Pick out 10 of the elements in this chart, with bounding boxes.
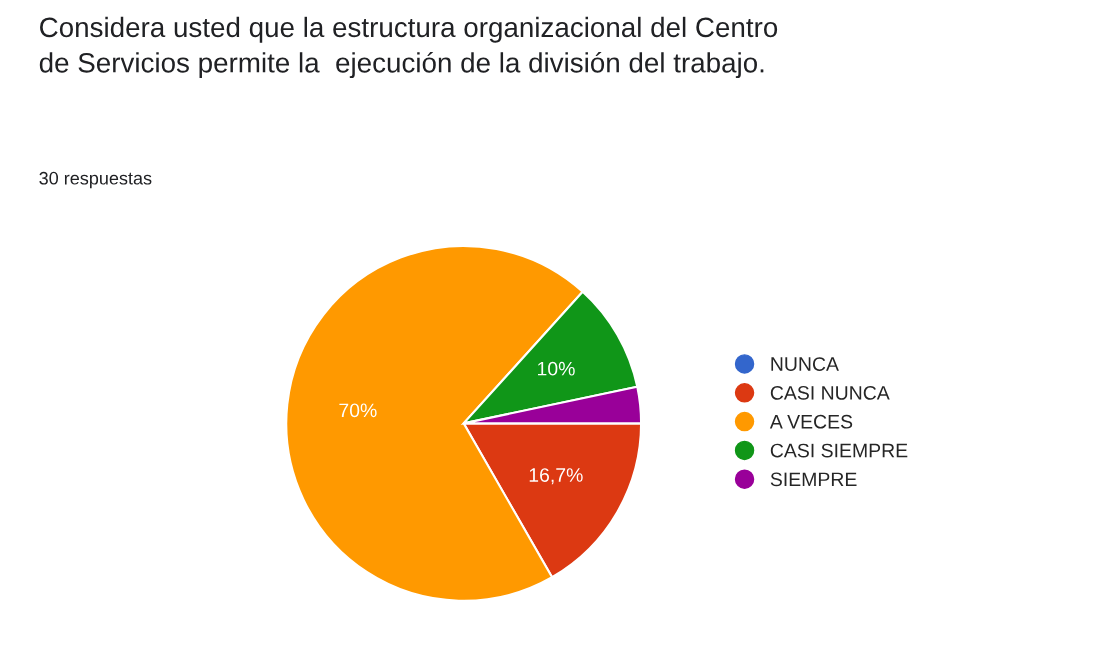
text: 30 respuestas [39,171,152,189]
legend-label: CASI NUNCA [770,385,890,400]
legend-label: SIEMPRE [770,472,857,487]
data-label: 10% [538,361,575,376]
data-label: 70% [339,403,377,418]
legend-label: CASI SIEMPRE [770,443,908,458]
data-label: 16,7% [529,468,583,485]
legend-label: A VECES [769,414,853,429]
legend-label: NUNCA [771,357,839,371]
chart-title: Considera usted que la estructura organizacional del Centro de Servicios permite la ejecución de la división del trabajo. [39,16,778,79]
